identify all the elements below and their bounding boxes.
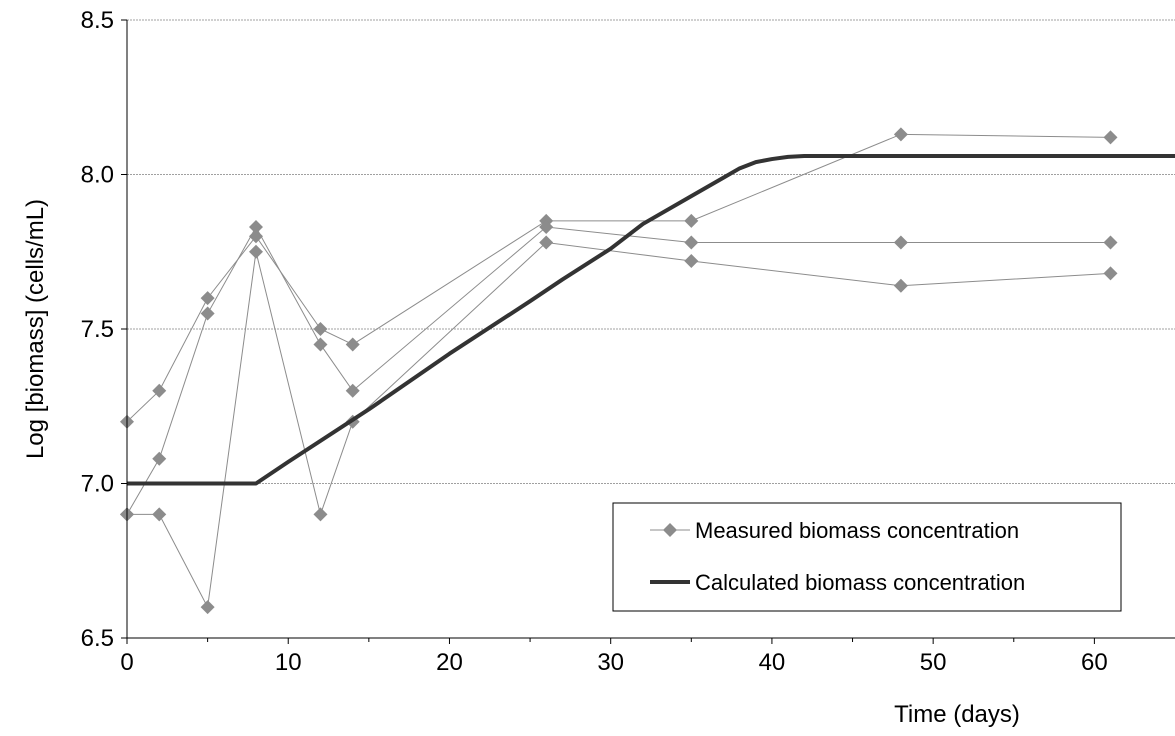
axes (121, 19, 1175, 644)
x-tick-label: 40 (759, 649, 786, 676)
tick-labels: 6.5 7.0 7.5 8.0 8.5 0 10 20 30 40 50 60 (81, 7, 1108, 676)
measured-point (200, 291, 215, 306)
measured-point (893, 127, 908, 142)
measured-point (684, 235, 699, 250)
y-tick-label: 8.0 (81, 162, 114, 189)
measured-point (345, 383, 360, 398)
y-axis-title: Log [biomass] (cells/mL) (22, 199, 49, 459)
y-tick-label: 8.5 (81, 7, 114, 34)
measured-point (152, 451, 167, 466)
measured-point (1103, 130, 1118, 145)
measured-point (152, 383, 167, 398)
measured-point (345, 337, 360, 352)
measured-series (120, 127, 1118, 615)
measured-point (200, 306, 215, 321)
measured-point (200, 600, 215, 615)
measured-point (1103, 235, 1118, 250)
legend: Measured biomass concentration Calculate… (612, 502, 1122, 612)
y-tick-label: 7.5 (81, 316, 114, 343)
x-tick-label: 20 (436, 649, 463, 676)
measured-replicate-line (126, 133, 1111, 423)
measured-point (539, 235, 554, 250)
y-tick-label: 7.0 (81, 471, 114, 498)
measured-point (313, 322, 328, 336)
measured-replicate-line (127, 241, 1111, 609)
measured-point (539, 220, 554, 235)
measured-point (152, 507, 167, 522)
measured-point (313, 507, 328, 522)
gridlines (127, 19, 1175, 484)
measured-point (248, 220, 263, 235)
measured-point (248, 244, 263, 259)
x-axis-title: Time (days) (894, 701, 1020, 728)
measured-point (684, 254, 699, 269)
measured-point (313, 337, 328, 352)
measured-point (1103, 266, 1118, 281)
x-tick-label: 50 (920, 649, 947, 676)
x-tick-label: 10 (275, 649, 302, 676)
legend-calculated-label: Calculated biomass concentration (695, 570, 1025, 595)
y-tick-label: 6.5 (81, 625, 114, 652)
measured-point (893, 235, 908, 250)
legend-measured-label: Measured biomass concentration (695, 518, 1019, 543)
legend-box (612, 502, 1122, 612)
measured-point (248, 229, 263, 244)
measured-replicate-line (126, 225, 1111, 515)
calculated-line (127, 153, 1175, 486)
measured-point (893, 278, 908, 293)
x-tick-label: 0 (120, 649, 133, 676)
measured-point (684, 213, 699, 228)
calculated-series (127, 153, 1175, 486)
x-tick-label: 30 (597, 649, 624, 676)
legend-measured-marker (663, 523, 677, 537)
x-tick-label: 60 (1081, 649, 1108, 676)
